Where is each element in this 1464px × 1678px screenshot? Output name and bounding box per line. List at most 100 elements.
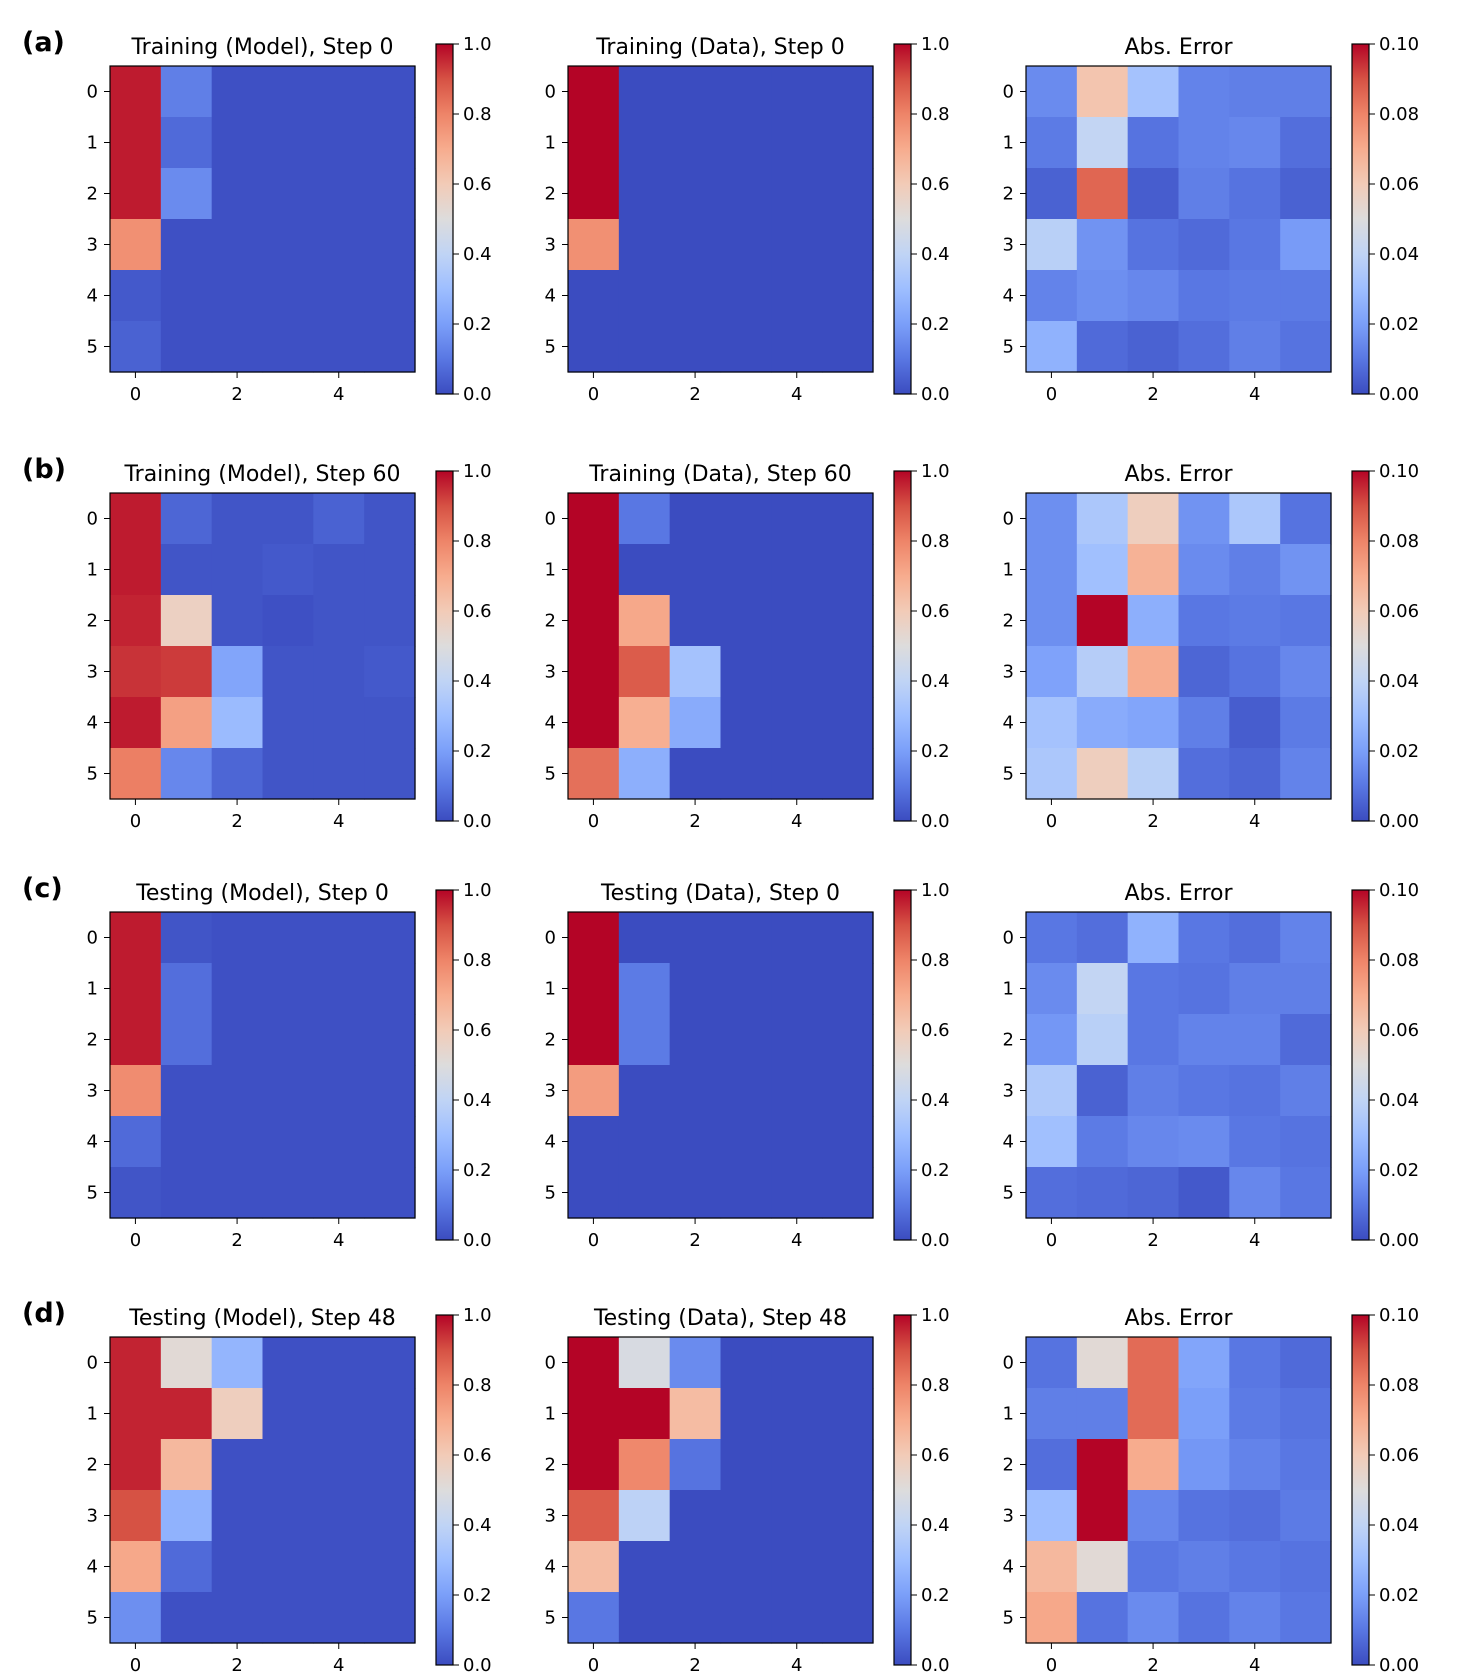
heatmap-cell — [1178, 270, 1230, 322]
y-tick-label: 1 — [545, 133, 556, 154]
colorbar-frame — [893, 470, 912, 822]
colorbar-tick-label: 0.00 — [1379, 1230, 1419, 1251]
y-tick-label: 5 — [87, 1183, 98, 1204]
y-tick-label: 2 — [1003, 1455, 1014, 1476]
y-tick-label: 1 — [87, 133, 98, 154]
heatmap-cell — [262, 1337, 314, 1389]
heatmap-cell — [669, 117, 722, 169]
colorbar-tick-label: 0.6 — [921, 1020, 950, 1041]
heatmap-cell — [1076, 321, 1129, 373]
colorbar-tick-label: 0.04 — [1379, 1090, 1419, 1111]
heatmap-cell — [160, 1167, 213, 1219]
colorbar-tick-label: 0.2 — [463, 1160, 492, 1181]
heatmap-cell — [262, 595, 314, 647]
heatmap-cell — [822, 697, 874, 749]
colorbar-tick-label: 0.4 — [463, 1090, 492, 1111]
x-tick-label: 0 — [1046, 1230, 1057, 1251]
heatmap-cell — [110, 595, 162, 647]
heatmap-cell — [669, 595, 722, 647]
heatmap-cell — [618, 1337, 671, 1389]
heatmap-cell — [618, 117, 671, 169]
heatmap-cell — [771, 1592, 823, 1644]
heatmap-cell — [1076, 544, 1129, 596]
heatmap-cell — [1229, 544, 1281, 596]
heatmap-cell — [1178, 117, 1230, 169]
heatmap-cell — [771, 493, 823, 545]
heatmap-cell — [313, 1490, 365, 1542]
y-tick-label: 4 — [87, 1132, 98, 1153]
x-tick-label: 2 — [231, 1230, 242, 1251]
heatmap-cell — [568, 1167, 620, 1219]
heatmap-cell — [160, 493, 213, 545]
colorbar-frame — [435, 470, 454, 822]
heatmap-cell — [1280, 1592, 1332, 1644]
heatmap-cell — [1280, 912, 1332, 964]
heatmap-cell — [618, 270, 671, 322]
heatmap-cell — [771, 697, 823, 749]
colorbar — [894, 44, 911, 394]
y-tick-label: 2 — [1003, 1030, 1014, 1051]
heatmap-cell — [568, 117, 620, 169]
heatmap-cell — [1076, 66, 1129, 118]
heatmap-cell — [211, 270, 264, 322]
y-tick-label: 3 — [1003, 1506, 1014, 1527]
colorbar-tick-label: 0.0 — [921, 1655, 950, 1676]
heatmap-cell — [262, 66, 314, 118]
heatmap-cell — [720, 963, 772, 1015]
heatmap-cell — [669, 66, 722, 118]
heatmap-cell — [1026, 1592, 1078, 1644]
heatmap-cell — [771, 1388, 823, 1440]
heatmap-panel: Abs. Error 0 1 2 3 4 5 0 2 4 0.00 0.02 0.04 0.06 0.08 0… — [1003, 1305, 1420, 1676]
heatmap-cell — [720, 1167, 772, 1219]
heatmap-cell — [1076, 697, 1129, 749]
y-tick-label: 0 — [545, 82, 556, 103]
heatmap-cell — [364, 963, 416, 1015]
heatmap-cell — [720, 493, 772, 545]
y-tick-label: 5 — [1003, 1183, 1014, 1204]
heatmap-cell — [771, 1014, 823, 1066]
heatmap-cell — [771, 270, 823, 322]
heatmap-cell — [1280, 963, 1332, 1015]
heatmap-cell — [1280, 697, 1332, 749]
colorbar — [436, 890, 453, 1240]
colorbar-tick-label: 0.10 — [1379, 34, 1419, 55]
x-tick-label: 4 — [1249, 1655, 1260, 1676]
heatmap-cell — [568, 1065, 620, 1117]
heatmap-cell — [1178, 544, 1230, 596]
heatmap-cell — [1026, 270, 1078, 322]
heatmap-cell — [1127, 1592, 1180, 1644]
y-tick-label: 1 — [545, 1404, 556, 1425]
heatmap-cell — [110, 270, 162, 322]
x-tick-label: 2 — [231, 384, 242, 405]
y-tick-label: 1 — [1003, 979, 1014, 1000]
y-tick-label: 5 — [1003, 337, 1014, 358]
heatmap-cell — [1280, 321, 1332, 373]
heatmap-cell — [110, 1388, 162, 1440]
heatmap-cell — [771, 1490, 823, 1542]
heatmap-cell — [618, 1065, 671, 1117]
heatmap-cell — [1076, 1116, 1129, 1168]
heatmap-cell — [1280, 270, 1332, 322]
heatmap-cell — [1178, 1065, 1230, 1117]
heatmap-cell — [568, 168, 620, 220]
heatmap-cell — [771, 1541, 823, 1593]
colorbar-tick-label: 1.0 — [463, 34, 492, 55]
heatmap-cell — [771, 646, 823, 698]
colorbar — [1352, 1315, 1369, 1665]
heatmap-cell — [313, 1388, 365, 1440]
colorbar — [436, 471, 453, 821]
colorbar-tick-label: 0.02 — [1379, 314, 1419, 335]
heatmap-cell — [669, 912, 722, 964]
heatmap-cell — [1127, 1167, 1180, 1219]
colorbar-tick-label: 0.8 — [463, 531, 492, 552]
heatmap-cell — [771, 1337, 823, 1389]
heatmap-cell — [1127, 1388, 1180, 1440]
heatmap-cell — [822, 1065, 874, 1117]
heatmap-cell — [720, 66, 772, 118]
heatmap-cell — [1178, 1592, 1230, 1644]
colorbar — [436, 44, 453, 394]
axes-frame — [109, 65, 416, 373]
y-tick-label: 3 — [545, 662, 556, 683]
y-tick-label: 4 — [1003, 1132, 1014, 1153]
heatmap-cell — [1076, 270, 1129, 322]
